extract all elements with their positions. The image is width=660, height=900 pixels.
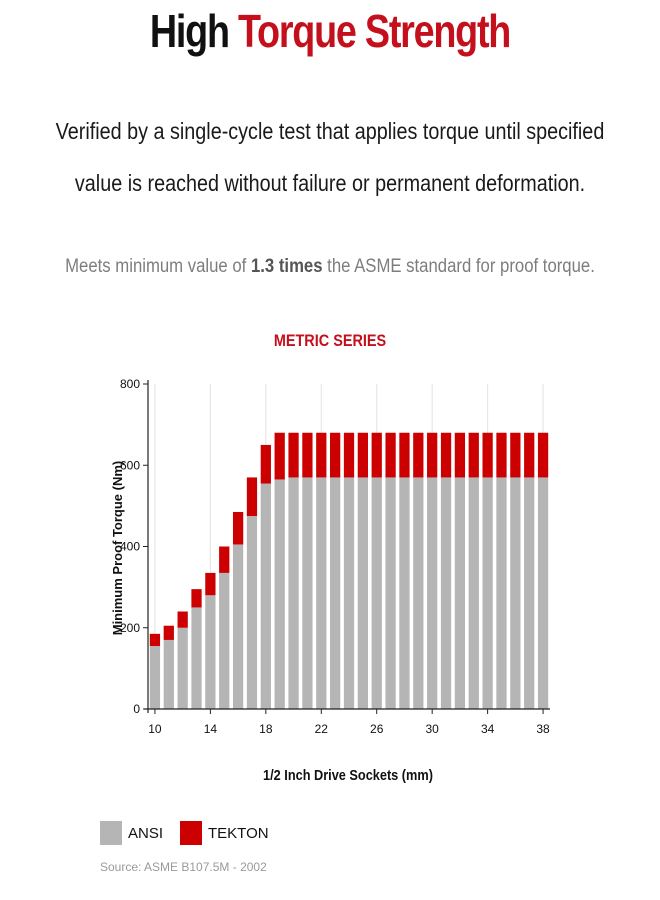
bar-ansi-28 — [399, 477, 410, 709]
bar-tekton-33 — [468, 432, 479, 478]
bar-ansi-13 — [191, 607, 202, 709]
bar-tekton-37 — [524, 432, 535, 478]
bar-ansi-37 — [524, 477, 535, 709]
meets-bold-value: 1.3 times — [250, 256, 323, 277]
bar-tekton-31 — [440, 432, 452, 478]
bar-ansi-18 — [260, 483, 271, 709]
bar-ansi-14 — [205, 595, 216, 709]
x-axis-label: 1/2 Inch Drive Sockets (mm) — [263, 766, 433, 783]
x-tick-label-26: 26 — [370, 722, 384, 736]
source-note: Source: ASME B107.5M - 2002 — [100, 860, 267, 874]
description-line-1: Verified by a single-cycle test that app… — [55, 118, 605, 144]
bar-tekton-22 — [316, 432, 327, 478]
bar-tekton-20 — [288, 432, 299, 478]
y-tick-label-200: 200 — [120, 621, 140, 635]
bar-ansi-23 — [330, 477, 341, 709]
bar-ansi-24 — [343, 477, 355, 709]
bar-ansi-38 — [537, 477, 549, 709]
y-axis-label: Minimum Proof Torque (Nm) — [110, 461, 125, 636]
bar-ansi-25 — [357, 477, 368, 709]
bars — [149, 432, 549, 709]
bar-ansi-17 — [246, 516, 258, 709]
bar-ansi-29 — [413, 477, 424, 709]
chart-title: METRIC SERIES — [274, 332, 386, 350]
bar-tekton-28 — [399, 432, 410, 478]
bar-tekton-19 — [274, 432, 285, 480]
x-tick-label-14: 14 — [204, 722, 218, 736]
bar-ansi-22 — [316, 477, 327, 709]
bar-tekton-36 — [510, 432, 521, 478]
bar-tekton-30 — [427, 432, 438, 478]
bar-tekton-18 — [260, 444, 271, 484]
bar-tekton-14 — [205, 572, 216, 596]
x-tick-label-30: 30 — [425, 722, 439, 736]
title-red-part: Torque Strength — [238, 5, 511, 57]
bar-ansi-33 — [468, 477, 479, 709]
y-tick-label-400: 400 — [120, 540, 140, 554]
bar-ansi-36 — [510, 477, 521, 709]
bar-tekton-10 — [149, 633, 161, 647]
legend-swatch-ansi — [100, 821, 122, 845]
bar-tekton-26 — [371, 432, 382, 478]
y-tick-labels: 0 200 400 600 800 — [120, 377, 140, 716]
bar-ansi-11 — [163, 639, 174, 709]
y-tick-label-800: 800 — [120, 377, 140, 391]
bar-ansi-27 — [385, 477, 396, 709]
bar-ansi-16 — [232, 544, 244, 709]
bar-ansi-21 — [302, 477, 313, 709]
bar-ansi-10 — [149, 646, 161, 709]
bar-ansi-26 — [371, 477, 382, 709]
meets-statement: Meets minimum value of 1.3 times the ASM… — [40, 256, 621, 278]
bar-tekton-11 — [163, 625, 174, 640]
bar-tekton-38 — [537, 432, 549, 478]
bar-ansi-12 — [177, 627, 188, 709]
bar-ansi-20 — [288, 477, 299, 709]
x-tick-label-18: 18 — [259, 722, 273, 736]
page-title: High Torque Strength — [59, 4, 600, 58]
axes — [143, 380, 550, 714]
bar-tekton-24 — [343, 432, 355, 478]
x-tick-label-34: 34 — [481, 722, 495, 736]
y-tick-label-0: 0 — [133, 702, 140, 716]
bar-tekton-27 — [385, 432, 396, 478]
bar-tekton-25 — [357, 432, 368, 478]
x-tick-label-38: 38 — [536, 722, 550, 736]
legend-swatch-tekton — [180, 821, 202, 845]
bar-ansi-31 — [440, 477, 452, 709]
bar-ansi-35 — [496, 477, 507, 709]
x-tick-label-22: 22 — [315, 722, 329, 736]
bar-tekton-12 — [177, 611, 188, 628]
legend-item-ansi: ANSI — [100, 820, 163, 846]
bar-tekton-32 — [454, 432, 466, 478]
y-tick-label-600: 600 — [120, 458, 140, 472]
bar-tekton-29 — [413, 432, 424, 478]
bar-ansi-19 — [274, 479, 285, 709]
bar-tekton-17 — [246, 477, 258, 517]
bar-tekton-13 — [191, 589, 202, 608]
bar-tekton-15 — [219, 546, 230, 573]
bar-tekton-21 — [302, 432, 313, 478]
title-black-part: High — [149, 5, 239, 57]
bar-ansi-30 — [427, 477, 438, 709]
x-tick-labels: 10 14 18 22 26 30 34 38 — [148, 722, 550, 736]
bar-tekton-34 — [482, 432, 493, 478]
bar-ansi-32 — [454, 477, 466, 709]
meets-text-before: Meets minimum value of — [65, 256, 251, 277]
legend-item-tekton: TEKTON — [180, 820, 269, 846]
bar-tekton-23 — [330, 432, 341, 478]
meets-text-after: the ASME standard for proof torque. — [322, 256, 595, 277]
legend-label-tekton: TEKTON — [208, 824, 269, 842]
bar-ansi-34 — [482, 477, 493, 709]
bar-tekton-16 — [232, 511, 244, 545]
bar-tekton-35 — [496, 432, 507, 478]
legend-label-ansi: ANSI — [128, 824, 164, 842]
x-tick-label-10: 10 — [148, 722, 162, 736]
torque-chart: METRIC SERIES 0 200 400 600 800 10 14 18 22 26 30… — [110, 332, 550, 783]
bar-ansi-15 — [219, 572, 230, 709]
description-line-2: value is reached without failure or perm… — [74, 170, 586, 196]
